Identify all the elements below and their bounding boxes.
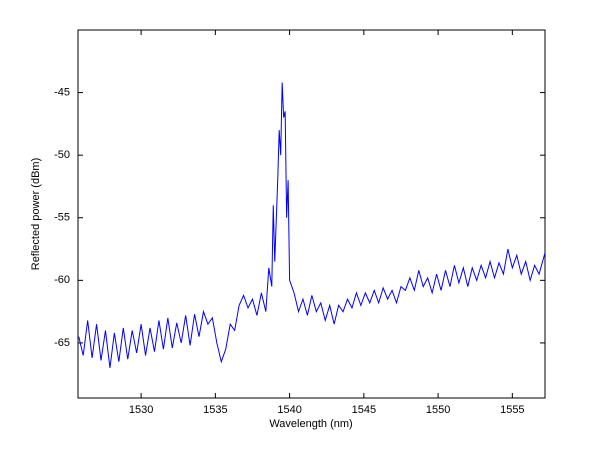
y-tick-label: -65 <box>54 337 70 349</box>
x-axis-label: Wavelength (nm) <box>269 418 352 430</box>
data-line <box>78 82 545 369</box>
y-tick-label: -60 <box>54 274 70 286</box>
plot-frame <box>77 29 546 399</box>
x-tick-label: 1530 <box>129 404 153 416</box>
y-tick-label: -45 <box>54 86 70 98</box>
x-tick-label: 1550 <box>426 404 450 416</box>
x-tick-label: 1535 <box>203 404 227 416</box>
y-tick-label: -55 <box>54 212 70 224</box>
y-axis-label: Reflected power (dBm) <box>30 158 42 271</box>
y-tick-label: -50 <box>54 149 70 161</box>
x-tick-label: 1555 <box>500 404 524 416</box>
x-tick-label: 1540 <box>277 404 301 416</box>
x-tick-label: 1545 <box>352 404 376 416</box>
